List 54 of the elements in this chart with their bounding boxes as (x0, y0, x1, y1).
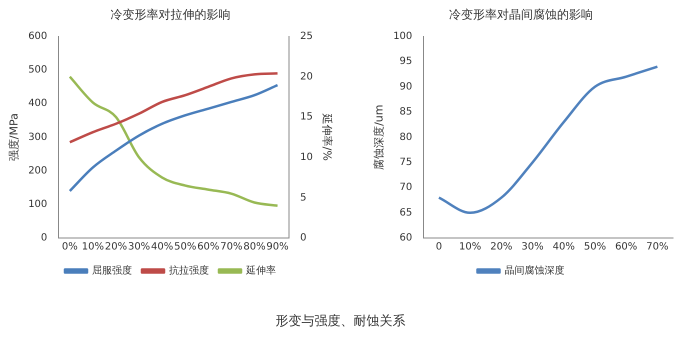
x-tick-label: 70% (220, 242, 242, 253)
y-tick-label: 400 (28, 98, 48, 110)
y-tick-label: 100 (393, 30, 412, 42)
y-axis-title: 腐蚀深度/um (372, 104, 386, 170)
x-tick-label: 50% (174, 242, 196, 253)
legend-label: 抗拉强度 (169, 264, 209, 277)
y2-tick-label: 10 (300, 152, 313, 163)
line-series (68, 84, 279, 192)
y-tick-label: 65 (400, 207, 412, 218)
y-axis-title: 强度/MPa (7, 113, 20, 162)
y-tick-label: 600 (28, 30, 48, 42)
y-tick-label: 75 (400, 156, 412, 168)
x-tick-label: 20% (104, 242, 128, 253)
x-tick-label: 10% (82, 242, 104, 253)
x-tick-label: 90% (266, 242, 289, 253)
y-tick-label: 95 (400, 56, 412, 68)
y2-tick-label: 0 (300, 232, 306, 244)
text: 形变与强度、耐蚀关系 (274, 313, 406, 330)
x-tick-label: 60% (615, 242, 638, 253)
y-tick-label: 300 (28, 132, 48, 143)
y-tick-label: 0 (40, 232, 48, 244)
line-series (68, 75, 279, 207)
y-tick-label: 500 (28, 64, 48, 76)
y2-axis-title: 延伸率/% (320, 112, 334, 161)
x-tick-label: 40% (151, 242, 174, 253)
y-tick-label: 100 (28, 198, 48, 210)
legend-label: 延伸率 (245, 264, 276, 277)
x-tick-label: 70% (646, 242, 669, 253)
legend-label: 晶间腐蚀深度 (504, 264, 564, 277)
x-tick-label: 60% (197, 242, 220, 253)
y-tick-label: 60 (400, 232, 412, 244)
x-tick-label: 20% (490, 242, 512, 253)
y-tick-label: 200 (28, 165, 48, 176)
x-tick-label: 30% (128, 242, 150, 253)
x-tick-label: 10% (458, 242, 482, 253)
y-tick-label: 80 (400, 132, 412, 143)
x-tick-label: 50% (584, 242, 606, 253)
x-tick-label: 0 (436, 242, 442, 253)
line-series (438, 65, 659, 214)
chart-title: 冷变形率对晶间腐蚀的影响 (449, 7, 593, 22)
y-tick-label: 85 (400, 106, 412, 118)
x-tick-label: 30% (521, 242, 544, 253)
legend-label: 屈服强度 (92, 264, 132, 277)
line-series (68, 72, 279, 144)
x-tick-label: 0% (62, 242, 78, 253)
y-tick-label: 90 (400, 81, 412, 92)
y2-tick-label: 20 (300, 71, 313, 82)
chart-title: 冷变形率对拉伸的影响 (110, 7, 230, 22)
x-tick-label: 40% (552, 242, 575, 253)
y2-tick-label: 5 (300, 192, 306, 204)
y-tick-label: 70 (400, 182, 412, 194)
y2-tick-label: 25 (300, 30, 313, 42)
y2-tick-label: 15 (300, 112, 313, 123)
x-tick-label: 80% (243, 242, 266, 253)
